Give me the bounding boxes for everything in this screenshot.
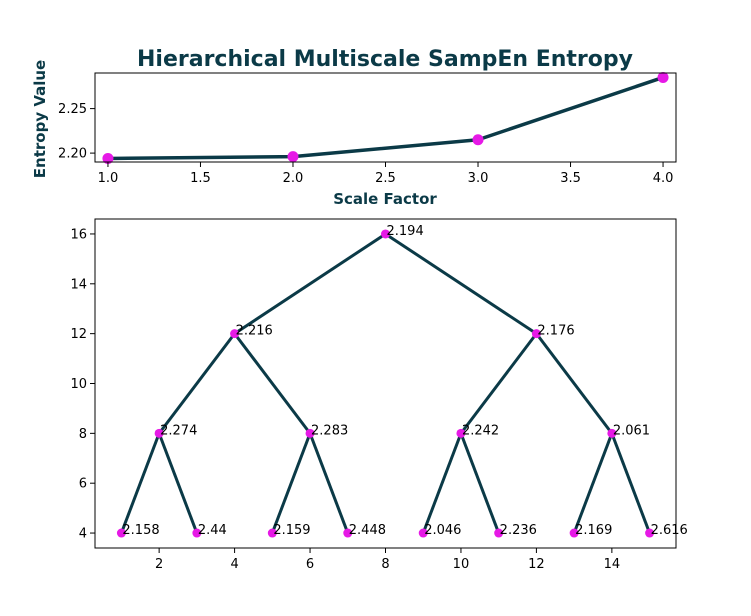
tree-edge [233,332,312,435]
tree-node [305,428,315,438]
top-x-tick-label: 4.0 [653,171,674,186]
tree-node [607,428,617,438]
tree-node-label: 2.158 [122,523,159,538]
tree-x-tick-label: 6 [306,557,314,572]
tree-x-tick-label: 10 [453,557,470,572]
tree-edge [120,432,161,534]
tree-node-label: 2.194 [387,224,424,239]
tree-edge [421,432,463,534]
tree-y-tick-label: 4 [79,527,87,542]
tree-node [116,528,126,538]
tree-node [230,329,240,339]
series-line [107,75,664,161]
tree-node-label: 2.283 [311,423,348,438]
line-plot: 1.0 1.5 2.0 2.5 3.0 3.5 4.0 2.20 2.25 [58,71,677,186]
tree-edge [157,432,199,534]
tree-node [569,528,579,538]
tree-node-label: 2.616 [651,523,688,538]
top-x-tick-label: 3.5 [560,171,581,186]
tree-edge [535,332,614,435]
top-y-tick-label: 2.20 [58,147,87,162]
tree-edge [270,432,312,534]
tree-node-label: 2.176 [537,324,574,339]
tree-edge [572,432,614,534]
tree-y-tick-label: 12 [70,327,87,342]
tree-node-label: 2.274 [160,423,197,438]
top-x-tick-label: 2.0 [283,171,304,186]
tree-y-tick-label: 6 [79,477,87,492]
tree-y-tick-label: 16 [70,227,87,242]
top-x-tick-label: 1.5 [190,171,211,186]
tree-node-label: 2.236 [500,523,537,538]
tree-node [267,528,277,538]
data-point [472,134,484,146]
tree-edge [459,332,538,435]
tree-edge [459,432,501,534]
tree-node-label: 2.169 [575,523,612,538]
tree-edge [233,232,387,335]
plot-frame [94,218,677,549]
tree-node [531,329,541,339]
top-y-tick-label: 2.25 [58,102,87,117]
tree-node [343,528,353,538]
tree-y-tick-label: 8 [79,427,87,442]
tree-node-label: 2.159 [273,523,310,538]
top-x-tick-label: 2.5 [375,171,396,186]
tree-y-tick-label: 14 [70,277,87,292]
data-point [102,152,114,164]
tree-node [456,428,466,438]
tree-plot: 2.194 2.216 2.176 2.274 2.283 2.242 2.061 2.158… [70,218,688,572]
x-axis-label: Scale Factor [333,190,437,208]
tree-node [192,528,202,538]
data-point [657,71,669,83]
tree-node [154,428,164,438]
tree-node-label: 2.216 [236,324,273,339]
tree-node-label: 2.242 [462,423,499,438]
tree-edge [157,332,236,435]
tree-edge [610,432,651,534]
chart-title: Hierarchical Multiscale SampEn Entropy [137,47,633,72]
tree-x-tick-label: 4 [230,557,238,572]
tree-x-tick-label: 12 [528,557,545,572]
tree-x-tick-label: 8 [381,557,389,572]
tree-node [494,528,504,538]
tree-node-label: 2.046 [424,523,461,538]
tree-x-tick-label: 2 [155,557,163,572]
top-x-tick-label: 3.0 [468,171,489,186]
top-x-tick-label: 1.0 [98,171,119,186]
y-axis-label: Entropy Value [31,60,49,178]
data-point [287,151,299,163]
tree-x-tick-label: 14 [604,557,621,572]
tree-node [381,229,390,239]
tree-edge [384,232,538,335]
tree-node [418,528,428,538]
tree-y-tick-label: 10 [70,377,87,392]
tree-node-label: 2.061 [613,423,650,438]
tree-edge [308,432,350,534]
tree-node-label: 2.44 [198,523,227,538]
tree-node-label: 2.448 [349,523,386,538]
tree-node [645,528,655,538]
